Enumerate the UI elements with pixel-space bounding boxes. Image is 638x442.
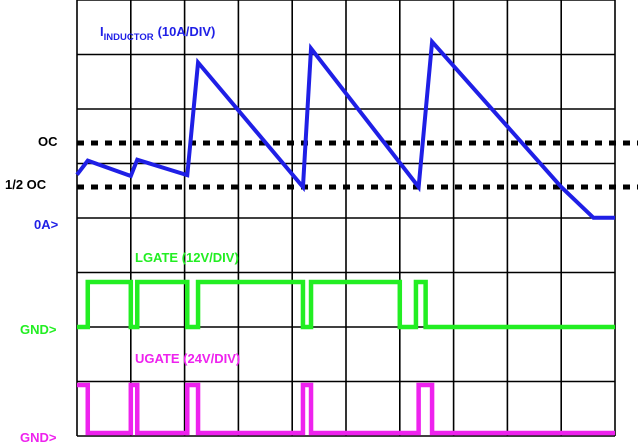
ugate-gnd-marker: GND> bbox=[20, 430, 57, 442]
zero-amp-marker: 0A> bbox=[34, 217, 59, 232]
inductor-trace-title: IINDUCTOR (10A/DIV) bbox=[100, 24, 215, 43]
scope-grid bbox=[76, 0, 616, 437]
inductor-current-trace bbox=[75, 37, 615, 220]
reference-lines bbox=[77, 140, 638, 190]
ugate-trace-title: UGATE (24V/DIV) bbox=[135, 351, 240, 366]
oc-label: OC bbox=[38, 134, 58, 149]
ugate-trace bbox=[77, 382, 615, 436]
lgate-trace-title: LGATE (12V/DIV) bbox=[135, 250, 239, 265]
waveform-traces bbox=[75, 37, 615, 436]
half-oc-label: 1/2 OC bbox=[5, 177, 47, 192]
lgate-trace bbox=[77, 279, 615, 330]
lgate-gnd-marker: GND> bbox=[20, 322, 57, 337]
